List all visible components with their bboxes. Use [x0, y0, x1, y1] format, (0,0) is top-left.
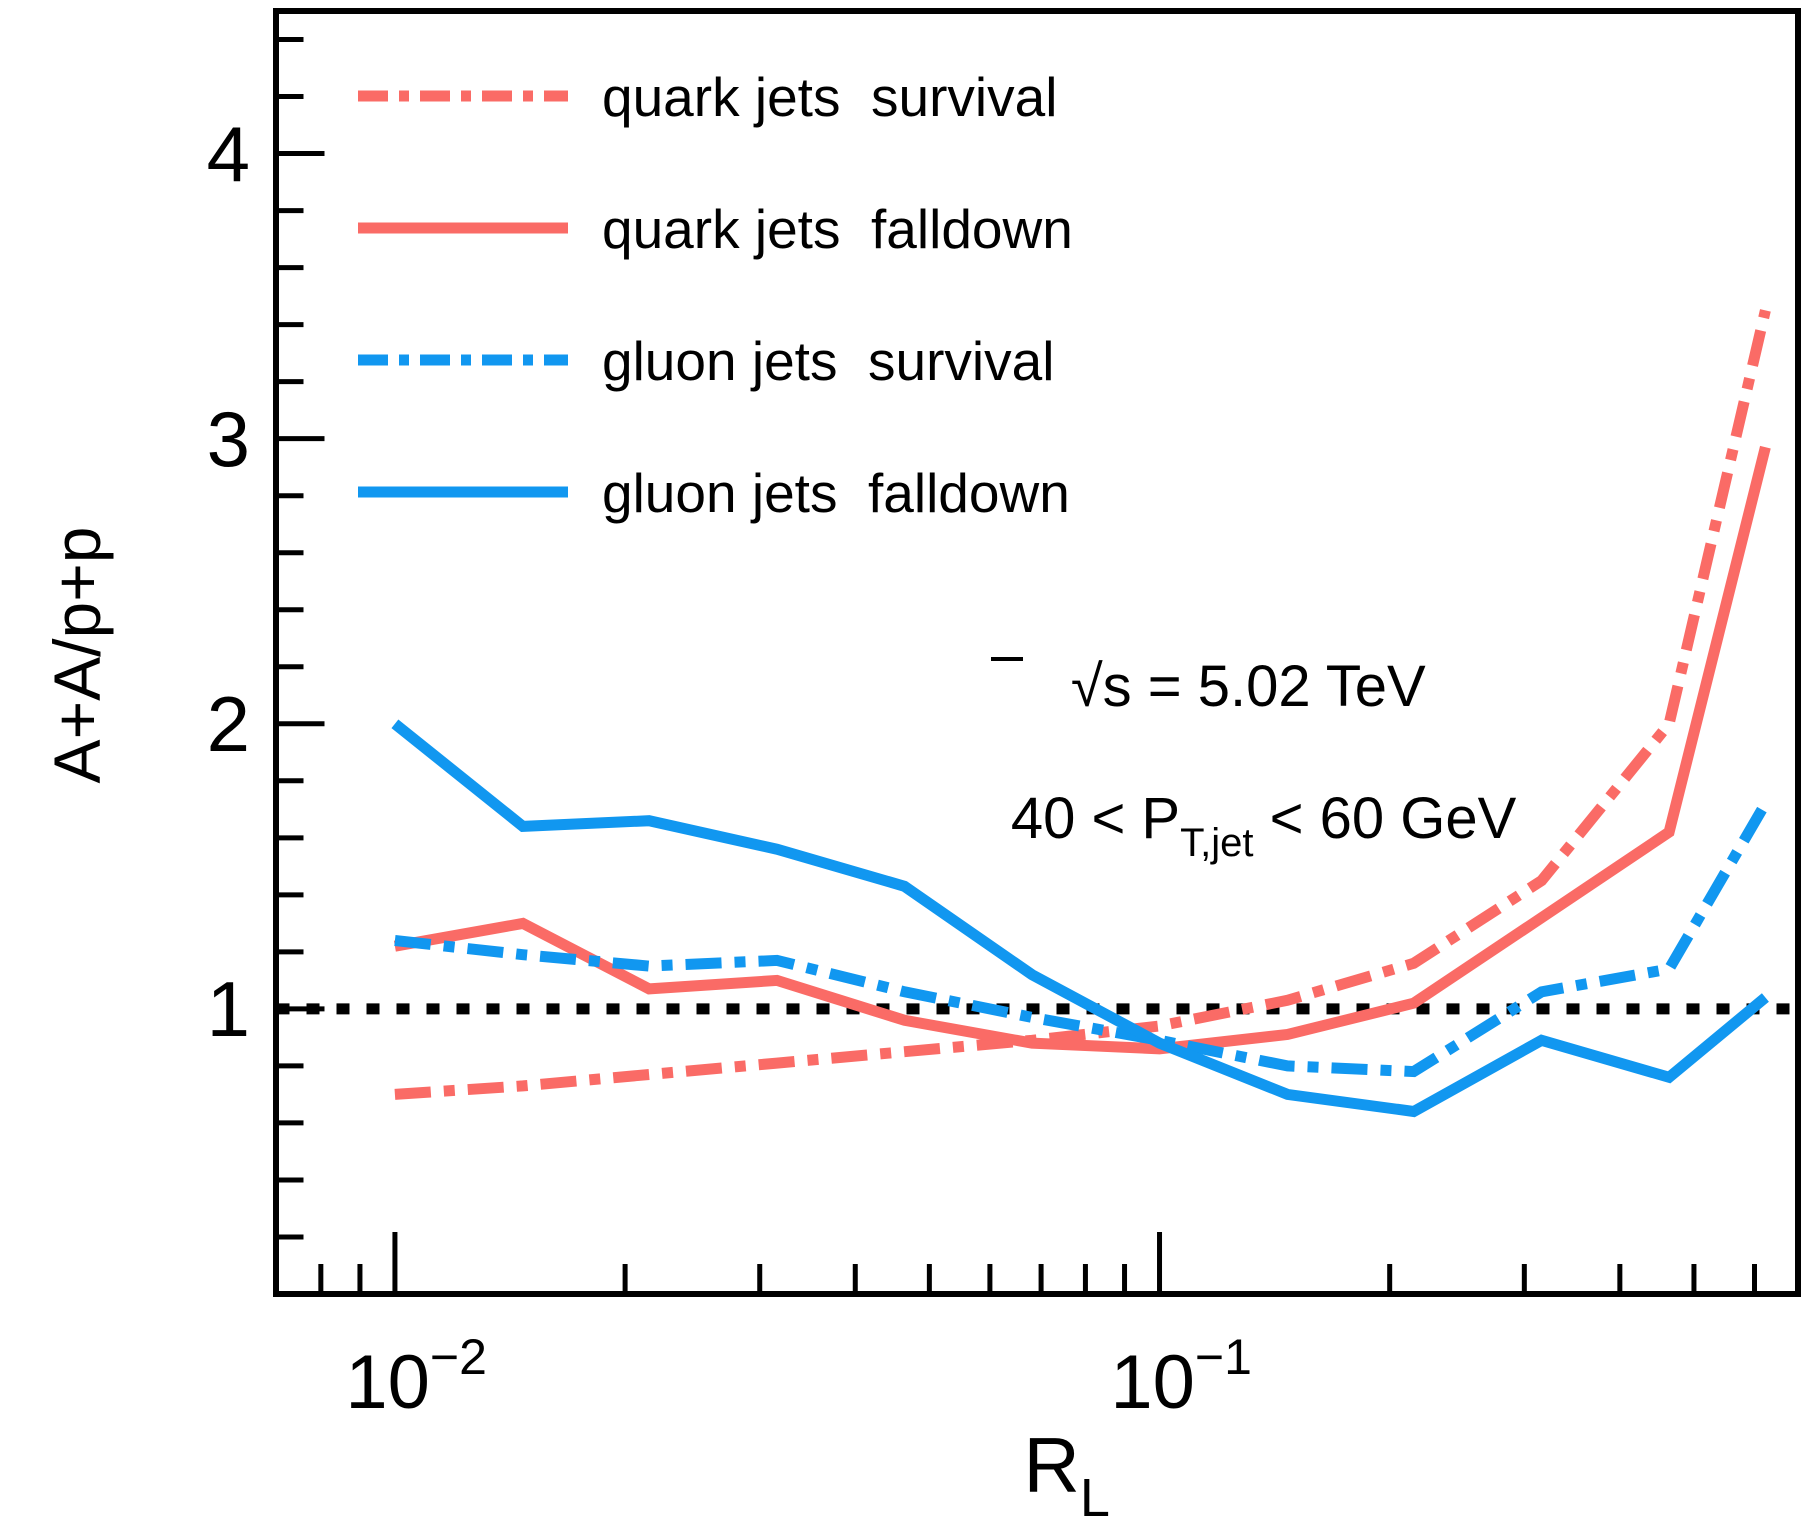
svg-text:10−2: 10−2	[198, 1306, 593, 1425]
annotation-pt-range: 40 < PT,jet < 60 GeV	[898, 786, 1597, 865]
x-tick-label-1e-1-base: 10	[1110, 1340, 1195, 1425]
y-axis-ticks	[276, 37, 325, 1240]
annotation-energy: √s = 5.02 TeV	[958, 654, 1506, 719]
x-tick-label-1e-2-exp: −2	[430, 1329, 487, 1385]
curve-gluon-falldown	[391, 719, 1769, 1118]
y-tick-label-1: 1	[207, 965, 250, 1053]
svg-text:10−1: 10−1	[963, 1306, 1358, 1425]
y-tick-label-2: 2	[207, 680, 250, 768]
svg-text:40 < PT,jet < 60 GeV: 40 < PT,jet < 60 GeV	[898, 786, 1597, 865]
sqrt-s: s	[1103, 654, 1132, 719]
x-axis-title-main: R	[1023, 1421, 1079, 1509]
y-tick-label-3: 3	[207, 395, 250, 483]
data-curves	[391, 309, 1771, 1118]
legend-label-gluon-survival: gluon jets survival	[602, 330, 1054, 392]
legend-label-quark-falldown: quark jets falldown	[602, 198, 1073, 260]
curve-quark-falldown	[393, 445, 1771, 1055]
x-axis-labels: 10−2 10−1	[198, 1306, 1358, 1425]
pt-subscript: T,jet	[1180, 821, 1253, 865]
y-axis-title: A+A/p+p	[40, 527, 114, 784]
y-axis-labels: 1 2 3 4	[207, 110, 250, 1053]
x-tick-label-1e-2-base: 10	[345, 1340, 430, 1425]
pt-pre: 40 < P	[1011, 786, 1180, 851]
plot-frame	[273, 8, 1801, 1297]
curve-quark-survival	[394, 309, 1771, 1100]
legend: quark jets survival quark jets falldown …	[358, 66, 1073, 524]
x-axis-ticks	[318, 1232, 1757, 1294]
sqrt-symbol: √	[1071, 654, 1103, 719]
legend-label-quark-survival: quark jets survival	[602, 66, 1057, 128]
curve-gluon-survival	[394, 800, 1771, 1078]
legend-label-gluon-falldown: gluon jets falldown	[602, 462, 1070, 524]
x-axis-title: RL	[915, 1421, 1175, 1532]
x-axis-title-sub: L	[1080, 1468, 1110, 1528]
y-tick-label-4: 4	[207, 110, 250, 198]
pt-post: < 60 GeV	[1253, 786, 1516, 851]
x-tick-label-1e-1-exp: −1	[1195, 1329, 1252, 1385]
svg-text:√s = 5.02 TeV: √s = 5.02 TeV	[958, 654, 1506, 719]
energy-value: = 5.02 TeV	[1132, 654, 1426, 719]
